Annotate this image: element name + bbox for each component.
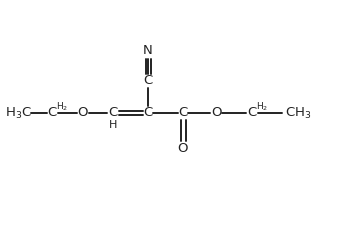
Text: C: C (178, 106, 188, 119)
Text: O: O (211, 106, 221, 119)
Text: H$_3$C: H$_3$C (5, 106, 31, 121)
Text: H$_2$: H$_2$ (55, 100, 68, 113)
Text: C: C (47, 106, 56, 119)
Text: N: N (143, 44, 153, 57)
Text: CH$_3$: CH$_3$ (285, 106, 311, 121)
Text: O: O (178, 141, 188, 155)
Text: C: C (247, 106, 257, 119)
Text: O: O (78, 106, 88, 119)
Text: H: H (109, 120, 117, 130)
Text: H$_2$: H$_2$ (256, 100, 268, 113)
Text: C: C (143, 106, 153, 119)
Text: C: C (108, 106, 118, 119)
Text: C: C (143, 74, 153, 87)
